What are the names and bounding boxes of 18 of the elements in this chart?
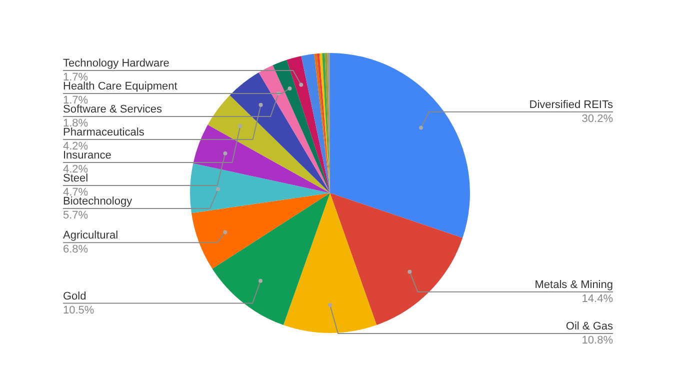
slice-label: Technology Hardware: [63, 58, 170, 70]
data-label: 5.7%: [63, 210, 88, 222]
slice-label: Insurance: [63, 150, 112, 162]
data-label: 14.4%: [582, 292, 614, 305]
slice-label: Agricultural: [63, 230, 118, 242]
slice-label: Pharmaceuticals: [63, 126, 145, 139]
slice-label: Metals & Mining: [534, 278, 613, 291]
slice-label: Diversified REITs: [529, 98, 614, 111]
slice-label: Health Care Equipment: [63, 80, 178, 93]
data-label: 30.2%: [582, 112, 614, 125]
slice-label: Biotechnology: [63, 196, 133, 208]
data-label: 10.5%: [63, 304, 94, 316]
slice-label: Software & Services: [63, 104, 163, 116]
slice-label: Steel: [63, 172, 88, 185]
slice-label: Gold: [63, 290, 86, 302]
data-label: 10.8%: [582, 334, 614, 347]
slice-label: Oil & Gas: [566, 320, 614, 333]
data-label: 6.8%: [63, 244, 88, 256]
